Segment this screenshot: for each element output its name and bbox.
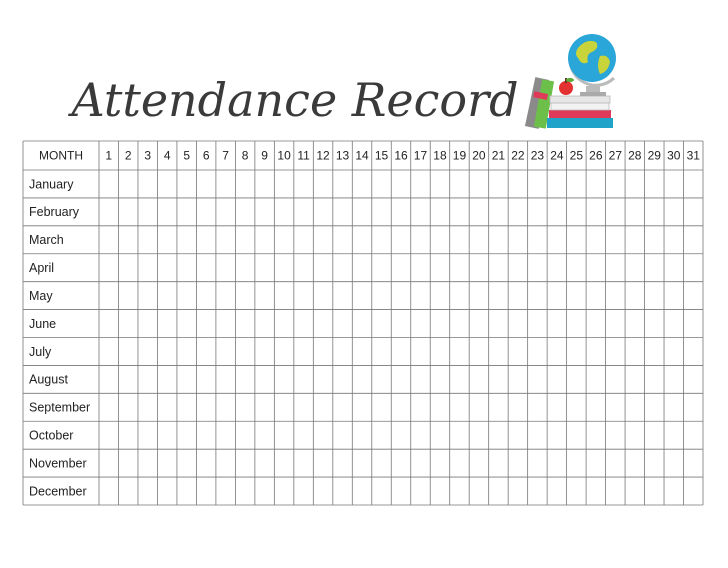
column-header: 4 — [164, 149, 171, 163]
month-label: September — [29, 401, 90, 415]
column-header: 13 — [336, 149, 350, 163]
column-header: 17 — [414, 149, 428, 163]
month-label: November — [29, 456, 87, 470]
column-header: 15 — [375, 149, 389, 163]
page-title: Attendance Record — [67, 73, 518, 127]
column-header: 26 — [589, 149, 603, 163]
column-header: 25 — [570, 149, 584, 163]
month-label: January — [29, 177, 74, 191]
column-header: 16 — [394, 149, 408, 163]
month-label: August — [29, 373, 68, 387]
column-header: 10 — [277, 149, 291, 163]
month-label: July — [29, 345, 52, 359]
column-header: 31 — [687, 149, 701, 163]
column-header: 9 — [261, 149, 268, 163]
column-header: 24 — [550, 149, 564, 163]
attendance-table: MONTH 1 2 3 4 5 6 7 8 9 10 11 12 13 14 15 16 17 18 19 20 21 22… — [22, 140, 704, 506]
month-label: October — [29, 429, 73, 443]
column-header: 7 — [222, 149, 229, 163]
column-header: 21 — [492, 149, 506, 163]
column-header: 18 — [433, 149, 447, 163]
month-label: May — [29, 289, 53, 303]
column-header: 28 — [628, 149, 642, 163]
column-header: 8 — [242, 149, 249, 163]
month-label: December — [29, 484, 87, 498]
column-header: 23 — [531, 149, 545, 163]
column-header: 22 — [511, 149, 525, 163]
column-header: 12 — [316, 149, 330, 163]
month-label: April — [29, 261, 54, 275]
column-header: 5 — [183, 149, 190, 163]
column-header: 29 — [648, 149, 662, 163]
column-header: 20 — [472, 149, 486, 163]
column-header: 2 — [125, 149, 132, 163]
column-header: 27 — [609, 149, 623, 163]
column-header: MONTH — [39, 149, 83, 163]
column-header: 14 — [355, 149, 369, 163]
column-header: 6 — [203, 149, 210, 163]
month-label: June — [29, 317, 56, 331]
column-header: 30 — [667, 149, 681, 163]
school-illustration — [524, 34, 616, 129]
column-header: 11 — [297, 149, 310, 163]
column-header: 1 — [105, 149, 112, 163]
month-label: February — [29, 205, 80, 219]
column-header: 19 — [453, 149, 467, 163]
month-label: March — [29, 233, 64, 247]
column-header: 3 — [144, 149, 151, 163]
